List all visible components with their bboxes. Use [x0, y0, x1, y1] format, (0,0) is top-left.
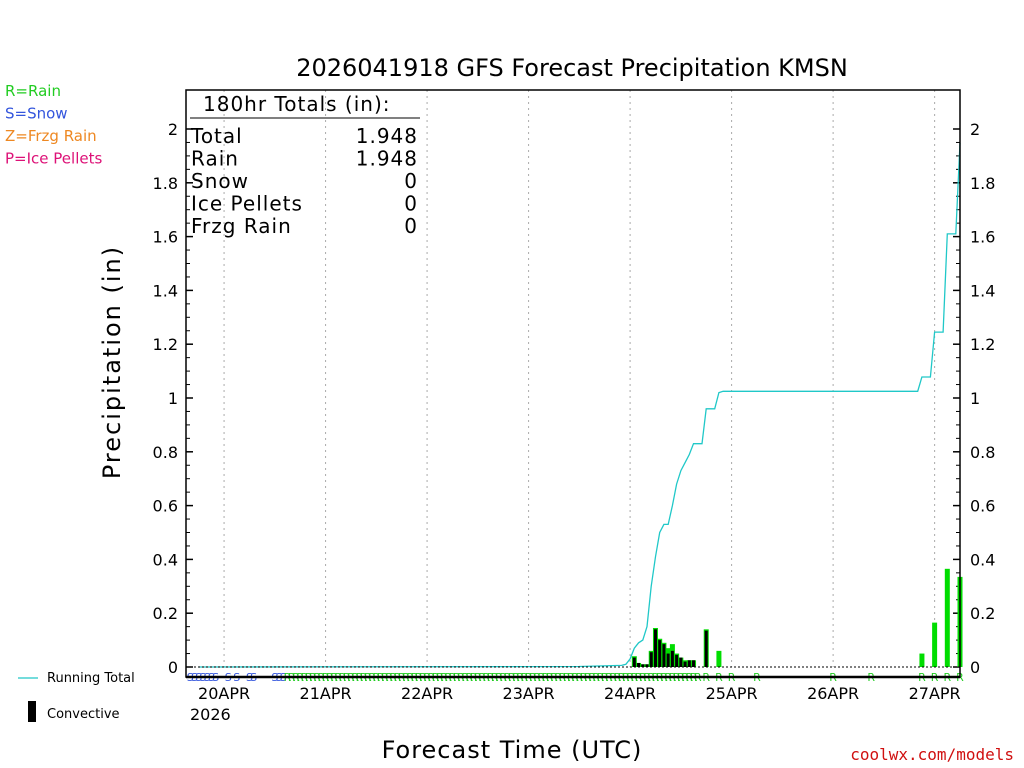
convective-bar [632, 657, 636, 667]
running-total-legend-label: Running Total [47, 671, 135, 686]
bar-series [631, 568, 963, 667]
convective-bar [641, 664, 645, 667]
x-tick-label-6: 26APR [807, 684, 859, 703]
rain-bar [944, 568, 950, 667]
convective-bar [649, 652, 653, 667]
totals-label-2: Snow [191, 169, 249, 193]
y-tick-label-right-1: 0.2 [970, 604, 995, 623]
convective-bar [662, 644, 666, 667]
x-tick-label-1: 21APR [300, 684, 352, 703]
y-tick-label-right-7: 1.4 [970, 281, 995, 300]
y-tick-label-right-2: 0.4 [970, 550, 995, 569]
convective-bar [683, 661, 687, 667]
totals-label-1: Rain [191, 147, 239, 171]
x-tick-label-5: 25APR [706, 684, 758, 703]
totals-label-4: Frzg Rain [191, 214, 292, 238]
convective-bar [704, 630, 708, 667]
y-tick-label-left-0: 0 [168, 658, 178, 677]
legend-item-0: R=Rain [5, 82, 61, 100]
y-tick-label-left-3: 0.6 [153, 497, 178, 516]
y-tick-label-left-9: 1.8 [153, 174, 178, 193]
grid-lines [223, 90, 936, 667]
totals-label-0: Total [190, 124, 243, 148]
chart-title: 2026041918 GFS Forecast Precipitation KM… [296, 54, 848, 82]
convective-bar [645, 664, 649, 667]
convective-bar [692, 660, 696, 667]
y-tick-label-left-1: 0.2 [153, 604, 178, 623]
convective-bar [675, 654, 679, 667]
totals-value-1: 1.948 [356, 147, 418, 171]
totals-value-2: 0 [404, 169, 418, 193]
y-tick-label-right-5: 1 [970, 389, 980, 408]
legend-item-3: P=Ice Pellets [5, 150, 102, 168]
y-axis-label: Precipitation (in) [98, 245, 126, 479]
convective-legend-swatch [28, 701, 36, 722]
y-tick-label-left-4: 0.8 [153, 443, 178, 462]
y-tick-label-left-10: 2 [168, 120, 178, 139]
convective-bar [679, 657, 683, 667]
legend-item-1: S=Snow [5, 105, 68, 123]
totals-header: 180hr Totals (in): [203, 92, 391, 116]
x-tick-label-2: 22APR [401, 684, 453, 703]
rain-bar [919, 653, 925, 667]
y-tick-label-right-0: 0 [970, 658, 980, 677]
x-axis-label: Forecast Time (UTC) [382, 736, 643, 764]
convective-bar [653, 629, 657, 667]
convective-bar [658, 640, 662, 667]
totals-value-0: 1.948 [356, 124, 418, 148]
y-tick-label-right-4: 0.8 [970, 443, 995, 462]
x-tick-label-0: 20APR [198, 684, 250, 703]
site-credit: coolwx.com/models [850, 745, 1014, 764]
y-tick-label-left-2: 0.4 [153, 550, 178, 569]
totals-box: 180hr Totals (in): Total 1.948 Rain 1.948 Sn… [190, 92, 420, 238]
y-tick-label-left-6: 1.2 [153, 335, 178, 354]
y-tick-label-right-6: 1.2 [970, 335, 995, 354]
precip-type-legend: R=Rain S=Snow Z=Frzg Rain P=Ice Pellets [5, 82, 102, 168]
legend-item-2: Z=Frzg Rain [5, 127, 97, 145]
x-tick-label-3: 23APR [503, 684, 555, 703]
running-total-line [198, 142, 961, 668]
totals-value-4: 0 [404, 214, 418, 238]
totals-value-3: 0 [404, 192, 418, 216]
x-tick-label-7: 27APR [909, 684, 961, 703]
y-tick-label-left-7: 1.4 [153, 281, 178, 300]
convective-legend-label: Convective [47, 707, 120, 722]
convective-bar [670, 650, 674, 667]
year-label: 2026 [190, 705, 231, 724]
y-tick-label-right-9: 1.8 [970, 174, 995, 193]
plot-frame [185, 89, 961, 678]
convective-bar [637, 662, 641, 667]
rain-bar [716, 650, 722, 667]
rain-bar [932, 622, 938, 667]
y-axis-ticks: 0 00.2 0.20.4 0.40.6 0.60.8 0.81 11.2 1.21.4 1.4… [153, 120, 996, 677]
x-axis-ticks: 20APR 21APR 22APR 23APR 24APR 25APR 26APR 27APR [198, 684, 961, 703]
x-tick-label-4: 24APR [604, 684, 656, 703]
y-tick-label-left-8: 1.6 [153, 228, 178, 247]
totals-label-3: Ice Pellets [191, 192, 303, 216]
convective-bar [687, 660, 691, 667]
y-tick-label-left-5: 1 [168, 389, 178, 408]
convective-bar [666, 653, 670, 667]
y-tick-label-right-8: 1.6 [970, 228, 995, 247]
y-tick-label-right-3: 0.6 [970, 497, 995, 516]
y-tick-label-right-10: 2 [970, 120, 980, 139]
